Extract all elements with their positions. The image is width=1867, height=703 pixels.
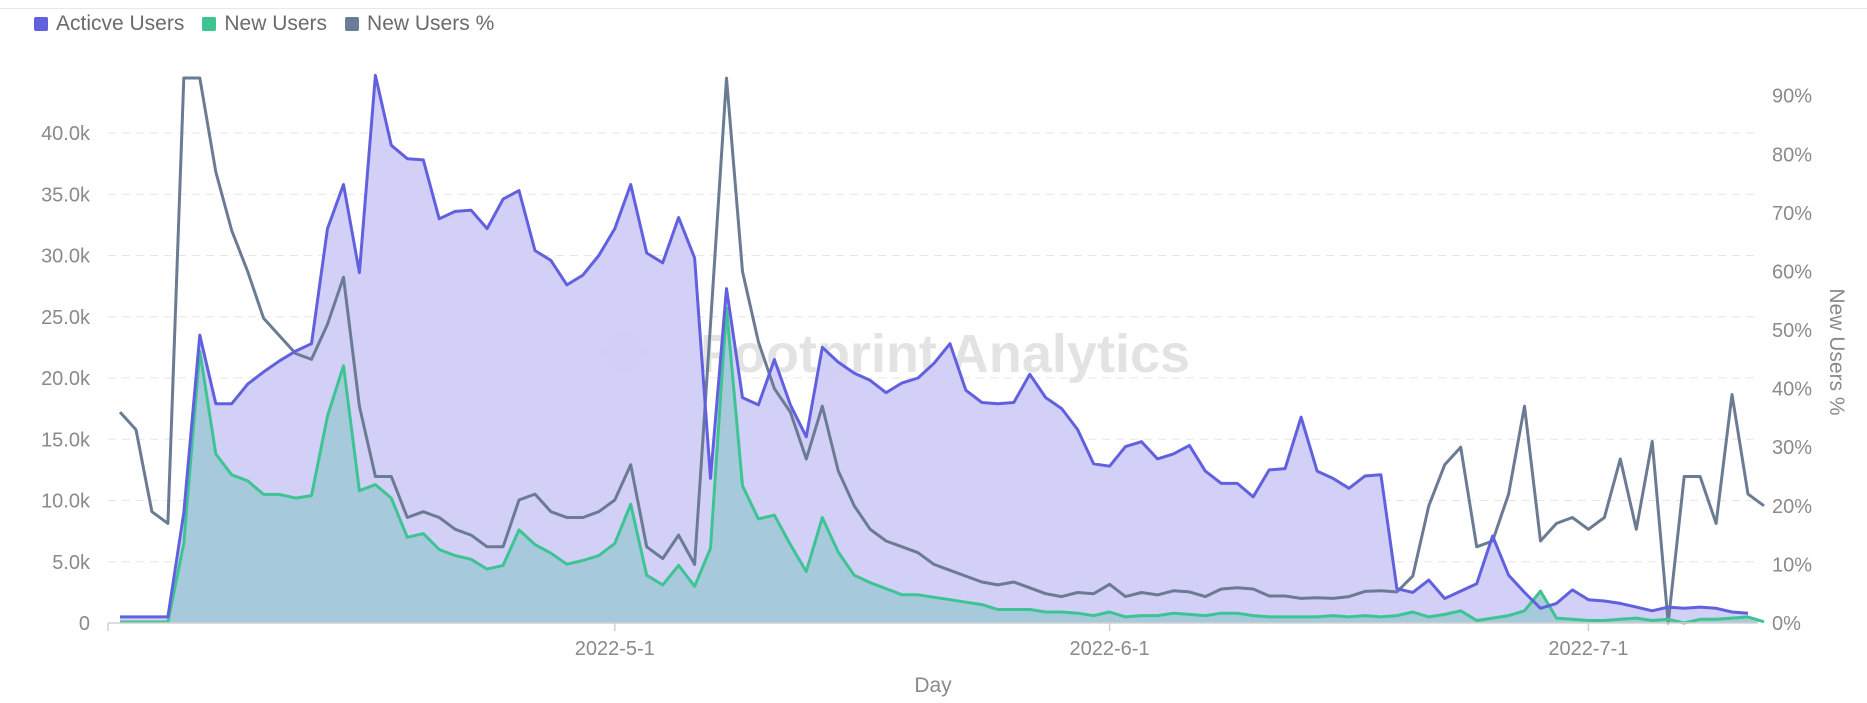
legend-label-active-users: Acticve Users bbox=[56, 12, 185, 35]
y-right-tick-label: 80% bbox=[1772, 144, 1812, 166]
legend-item-new-users-pct[interactable]: New Users % bbox=[345, 12, 494, 36]
legend-label-new-users: New Users bbox=[224, 12, 328, 35]
y-axis-left-ticks: 0 5.0k 10.0k 15.0k 20.0k 25.0k 30.0k 35.0k 40.0k bbox=[41, 123, 91, 635]
legend-swatch-new-users-pct bbox=[345, 17, 360, 31]
legend-label-new-users-pct: New Users % bbox=[367, 12, 495, 35]
y-left-tick-label: 0 bbox=[79, 613, 90, 635]
legend: Acticve Users New Users New Users % bbox=[34, 12, 494, 36]
legend-item-active-users[interactable]: Acticve Users bbox=[34, 12, 184, 36]
y-right-tick-label: 50% bbox=[1772, 320, 1812, 342]
x-tick-label: 2022-5-1 bbox=[575, 638, 655, 660]
x-tick-label: 2022-7-1 bbox=[1548, 638, 1628, 660]
y-left-tick-label: 5.0k bbox=[52, 552, 91, 574]
axes bbox=[107, 622, 1758, 631]
active-users-area bbox=[120, 75, 1748, 623]
series-lines bbox=[118, 73, 1765, 625]
y-right-tick-label: 30% bbox=[1772, 437, 1812, 459]
y-left-tick-label: 15.0k bbox=[41, 429, 91, 451]
x-axis-title: Day bbox=[914, 674, 952, 697]
x-tick-label: 2022-6-1 bbox=[1070, 638, 1150, 660]
active-users-line bbox=[120, 73, 1749, 619]
y-axis-right-ticks: 0% 10% 20% 30% 40% 50% 60% 70% 80% 90% bbox=[1772, 86, 1812, 635]
y-axis-right-title: New Users % bbox=[1825, 288, 1848, 415]
y-right-tick-label: 90% bbox=[1772, 86, 1812, 108]
y-left-tick-label: 40.0k bbox=[41, 123, 91, 145]
y-right-tick-label: 0% bbox=[1772, 613, 1801, 635]
legend-item-new-users[interactable]: New Users bbox=[202, 12, 327, 36]
y-left-tick-label: 10.0k bbox=[41, 491, 91, 513]
x-axis-ticks: 2022-5-1 2022-6-1 2022-7-1 bbox=[575, 623, 1628, 660]
y-right-tick-label: 20% bbox=[1772, 496, 1812, 518]
y-left-tick-label: 35.0k bbox=[41, 184, 91, 206]
top-border bbox=[0, 8, 1867, 9]
y-left-tick-label: 25.0k bbox=[41, 307, 91, 329]
y-right-tick-label: 60% bbox=[1772, 261, 1812, 283]
new-users-line bbox=[120, 306, 1765, 625]
y-left-tick-label: 30.0k bbox=[41, 246, 91, 268]
legend-swatch-new-users bbox=[202, 17, 217, 31]
legend-swatch-active-users bbox=[34, 17, 48, 31]
y-right-tick-label: 40% bbox=[1772, 379, 1812, 401]
y-left-tick-label: 20.0k bbox=[41, 368, 91, 390]
y-right-tick-label: 70% bbox=[1772, 203, 1812, 225]
new-users-area bbox=[120, 308, 1764, 623]
series-areas bbox=[120, 75, 1764, 623]
y-right-tick-label: 10% bbox=[1772, 554, 1812, 576]
